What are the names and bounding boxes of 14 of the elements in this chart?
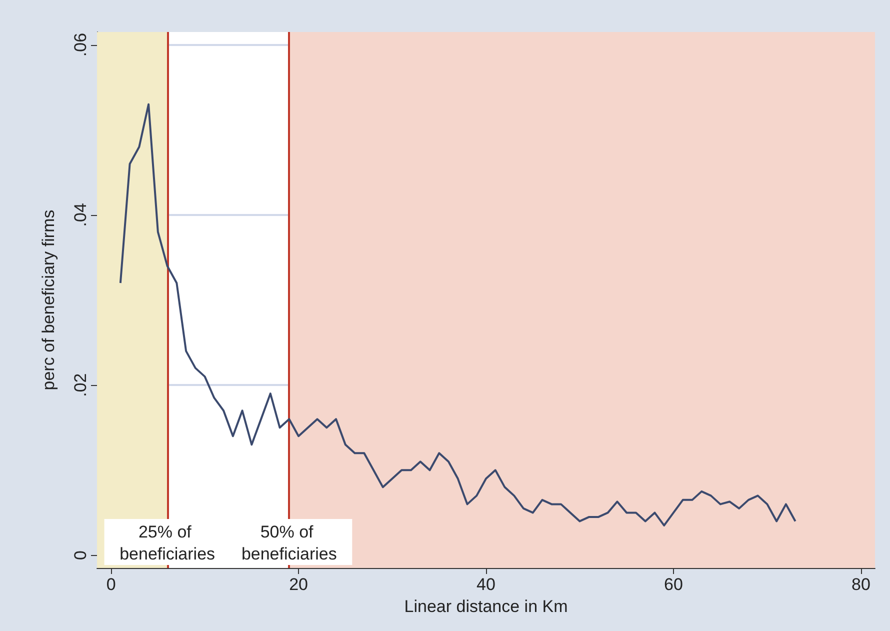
line-series bbox=[119, 103, 796, 526]
x-tick-label: 0 bbox=[106, 575, 116, 594]
y-axis-title: perc of beneficiary firms bbox=[39, 210, 58, 390]
ref-line-label: 50% of beneficiaries bbox=[241, 522, 337, 564]
y-tick-label: .06 bbox=[71, 32, 90, 57]
ref-line-label: 25% of beneficiaries bbox=[120, 522, 216, 564]
y-tick-label: 0 bbox=[71, 550, 90, 560]
x-axis-title: Linear distance in Km bbox=[404, 596, 568, 616]
x-tick-label: 20 bbox=[289, 575, 308, 594]
y-tick-label: .02 bbox=[71, 373, 90, 397]
x-tick-label: 40 bbox=[476, 575, 496, 594]
y-tick-label: .04 bbox=[71, 203, 90, 227]
x-tick-label: 80 bbox=[851, 575, 870, 594]
x-tick-label: 60 bbox=[664, 575, 683, 594]
